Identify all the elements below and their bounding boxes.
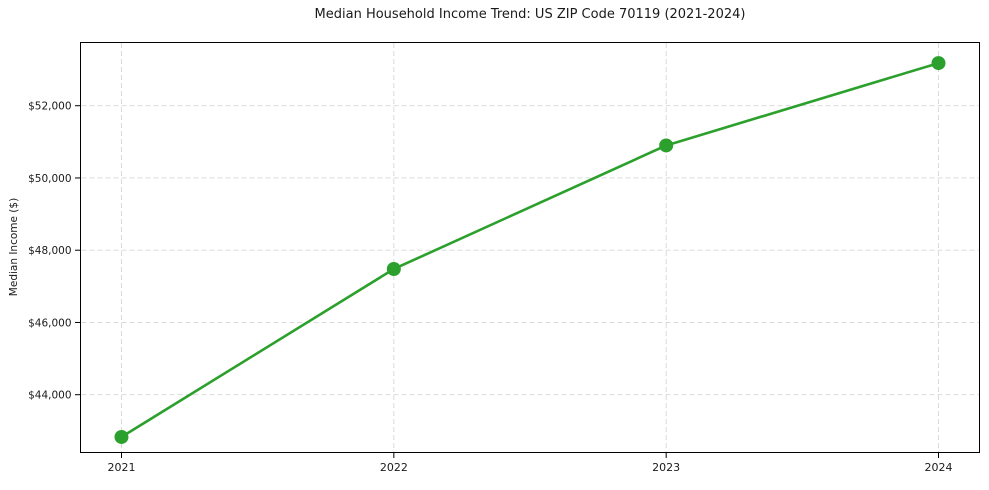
y-tick-label: $44,000 xyxy=(28,390,71,402)
y-tick-label: $46,000 xyxy=(28,317,71,329)
y-tick-label: $52,000 xyxy=(28,101,71,113)
x-tick-label: 2023 xyxy=(652,461,680,474)
y-axis-label: Median Income ($) xyxy=(8,197,20,297)
data-point-marker xyxy=(931,56,946,71)
x-tick-label: 2024 xyxy=(925,461,953,474)
data-point-marker xyxy=(659,138,674,153)
y-tick-label: $48,000 xyxy=(28,245,71,257)
chart-title: Median Household Income Trend: US ZIP Co… xyxy=(314,7,746,22)
x-tick-label: 2021 xyxy=(108,461,136,474)
y-tick-label: $50,000 xyxy=(28,173,71,185)
data-point-marker xyxy=(386,261,401,276)
income-trend-line xyxy=(120,61,940,439)
plot-border xyxy=(80,42,980,453)
x-tick-label: 2022 xyxy=(380,461,408,474)
data-point-marker xyxy=(114,429,129,444)
